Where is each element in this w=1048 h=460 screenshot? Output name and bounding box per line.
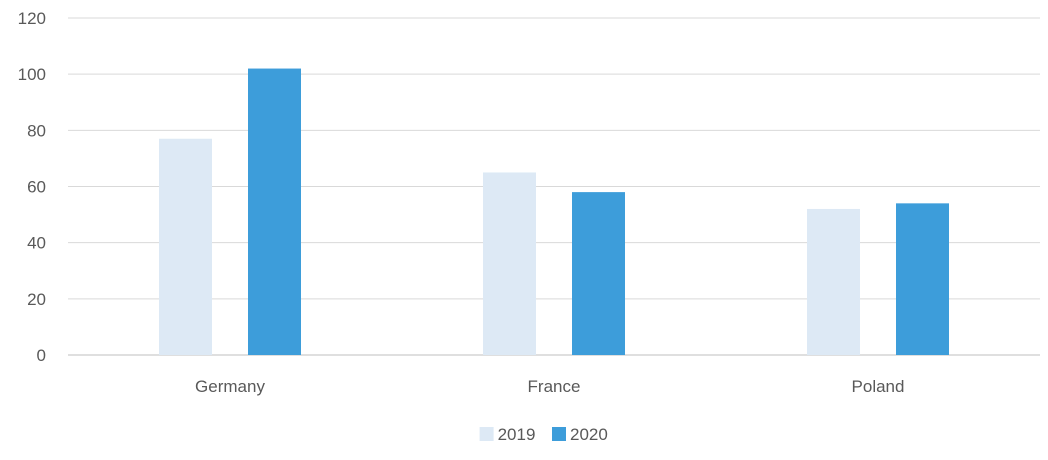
legend-label: 2019: [498, 425, 536, 444]
y-tick-label: 120: [18, 9, 46, 28]
y-tick-label: 40: [27, 234, 46, 253]
bars: [159, 68, 949, 356]
x-tick-label: Germany: [195, 377, 265, 396]
legend-item-2020: 2020: [552, 425, 608, 444]
legend-swatch: [552, 427, 566, 441]
y-tick-label: 80: [27, 121, 46, 140]
bar-2020-poland: [896, 203, 949, 355]
y-tick-label: 20: [27, 290, 46, 309]
bar-2019-germany: [159, 138, 212, 355]
x-axis-tick-labels: Germany France Poland: [195, 377, 904, 396]
y-tick-label: 60: [27, 178, 46, 197]
bar-2019-poland: [807, 208, 860, 355]
legend-label: 2020: [570, 425, 608, 444]
y-tick-label: 100: [18, 65, 46, 84]
gridlines: [68, 17, 1040, 356]
bar-2020-germany: [248, 68, 301, 356]
y-tick-label: 0: [37, 346, 46, 365]
bar-2019-france: [483, 172, 536, 355]
legend-item-2019: 2019: [479, 425, 536, 444]
bar-2020-france: [572, 192, 625, 355]
x-tick-label: Poland: [852, 377, 905, 396]
legend: 2019 2020: [479, 425, 608, 444]
x-tick-label: France: [528, 377, 581, 396]
y-axis-tick-labels: 0 20 40 60 80 100 120: [18, 9, 46, 365]
legend-swatch: [479, 427, 494, 441]
